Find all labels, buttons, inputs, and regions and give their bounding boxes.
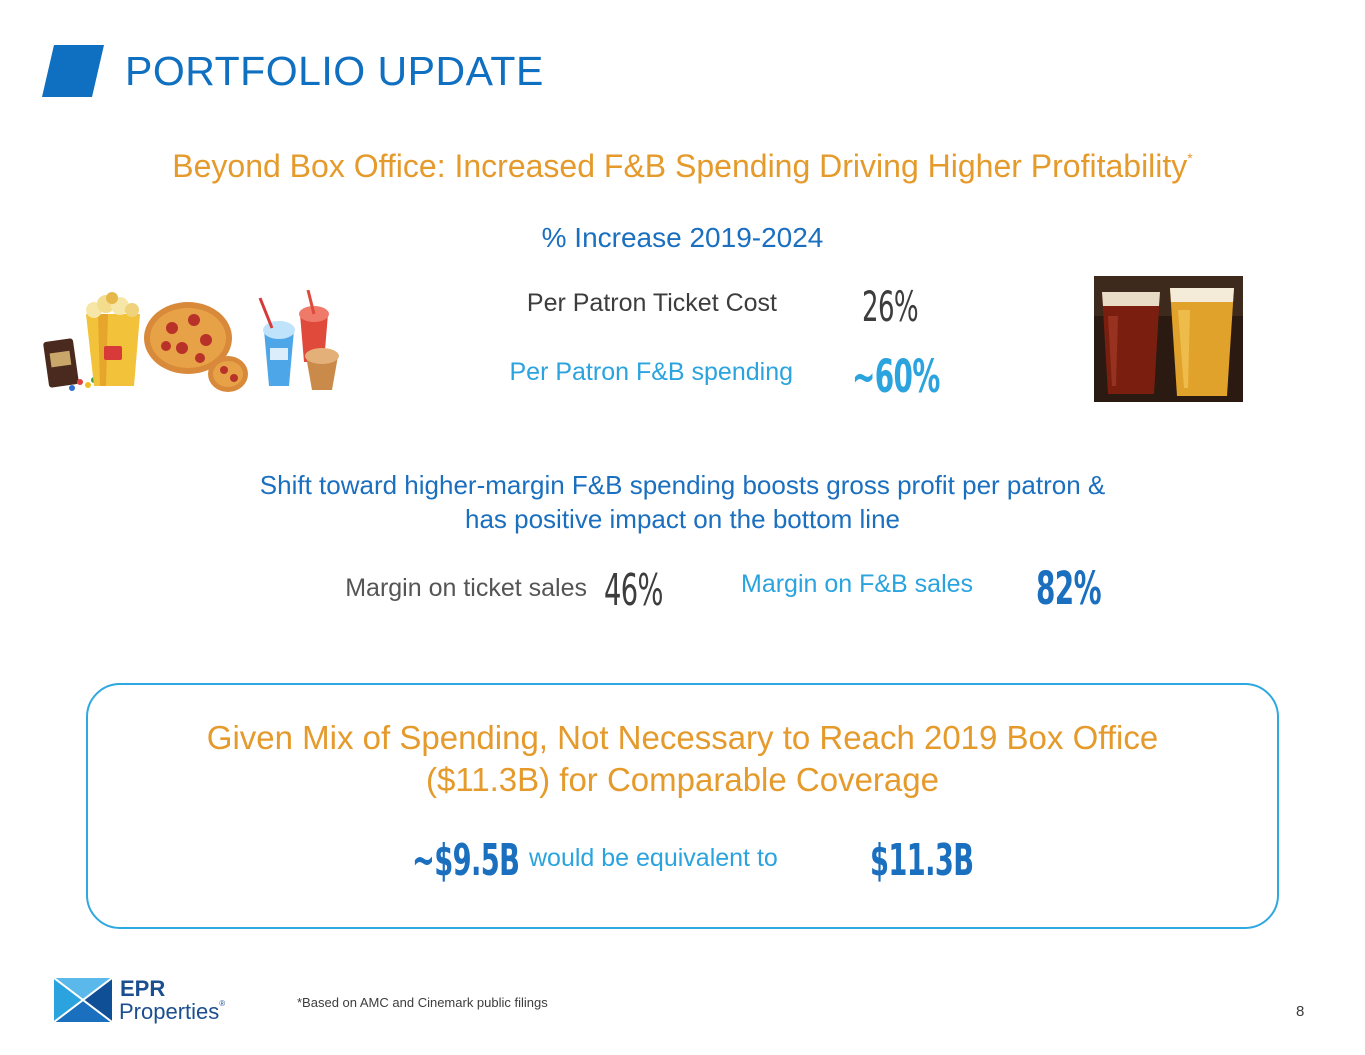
callout-box [86, 683, 1279, 929]
subtitle-footnote-marker: * [1187, 150, 1193, 166]
margin-ticket-label: Margin on ticket sales [345, 574, 587, 602]
callout-right-value: $11.3B [870, 835, 974, 886]
callout-title: Given Mix of Spending, Not Necessary to … [0, 717, 1365, 801]
callout-left-value: ~$9.5B [412, 835, 520, 886]
margin-fb-label: Margin on F&B sales [741, 570, 974, 598]
callout-middle-text: would be equivalent to [529, 844, 778, 872]
beer-glasses-image [1094, 276, 1243, 402]
concession-food-image [43, 290, 339, 392]
margin-fb-value: 82% [1036, 562, 1102, 615]
fb-spending-label: Per Patron F&B spending [509, 358, 794, 386]
logo-subtitle: Properties® [119, 999, 225, 1025]
logo-subtitle-text: Properties [119, 999, 220, 1024]
shift-statement-line2: has positive impact on the bottom line [464, 504, 901, 534]
page-number: 8 [1296, 1003, 1305, 1020]
ticket-cost-value: 26% [862, 282, 919, 331]
shift-statement-line1: Shift toward higher-margin F&B spending … [259, 470, 1106, 500]
increase-heading: % Increase 2019-2024 [541, 222, 824, 253]
header-accent-shape [42, 45, 104, 97]
page-title: PORTFOLIO UPDATE [125, 48, 544, 94]
footnote: *Based on AMC and Cinemark public filing… [297, 995, 548, 1010]
ticket-cost-label: Per Patron Ticket Cost [526, 289, 777, 317]
logo-registered-mark: ® [219, 999, 226, 1008]
shift-statement: Shift toward higher-margin F&B spending … [0, 468, 1365, 536]
margin-ticket-value: 46% [604, 565, 663, 616]
epr-logo-icon [54, 978, 112, 1022]
fb-spending-value: ~60% [852, 350, 940, 403]
subtitle-text: Beyond Box Office: Increased F&B Spendin… [172, 148, 1188, 184]
subtitle: Beyond Box Office: Increased F&B Spendin… [0, 148, 1365, 185]
logo-name: EPR [120, 976, 166, 1001]
callout-title-line1: Given Mix of Spending, Not Necessary to … [206, 719, 1159, 756]
callout-title-line2: ($11.3B) for Comparable Coverage [426, 761, 939, 798]
